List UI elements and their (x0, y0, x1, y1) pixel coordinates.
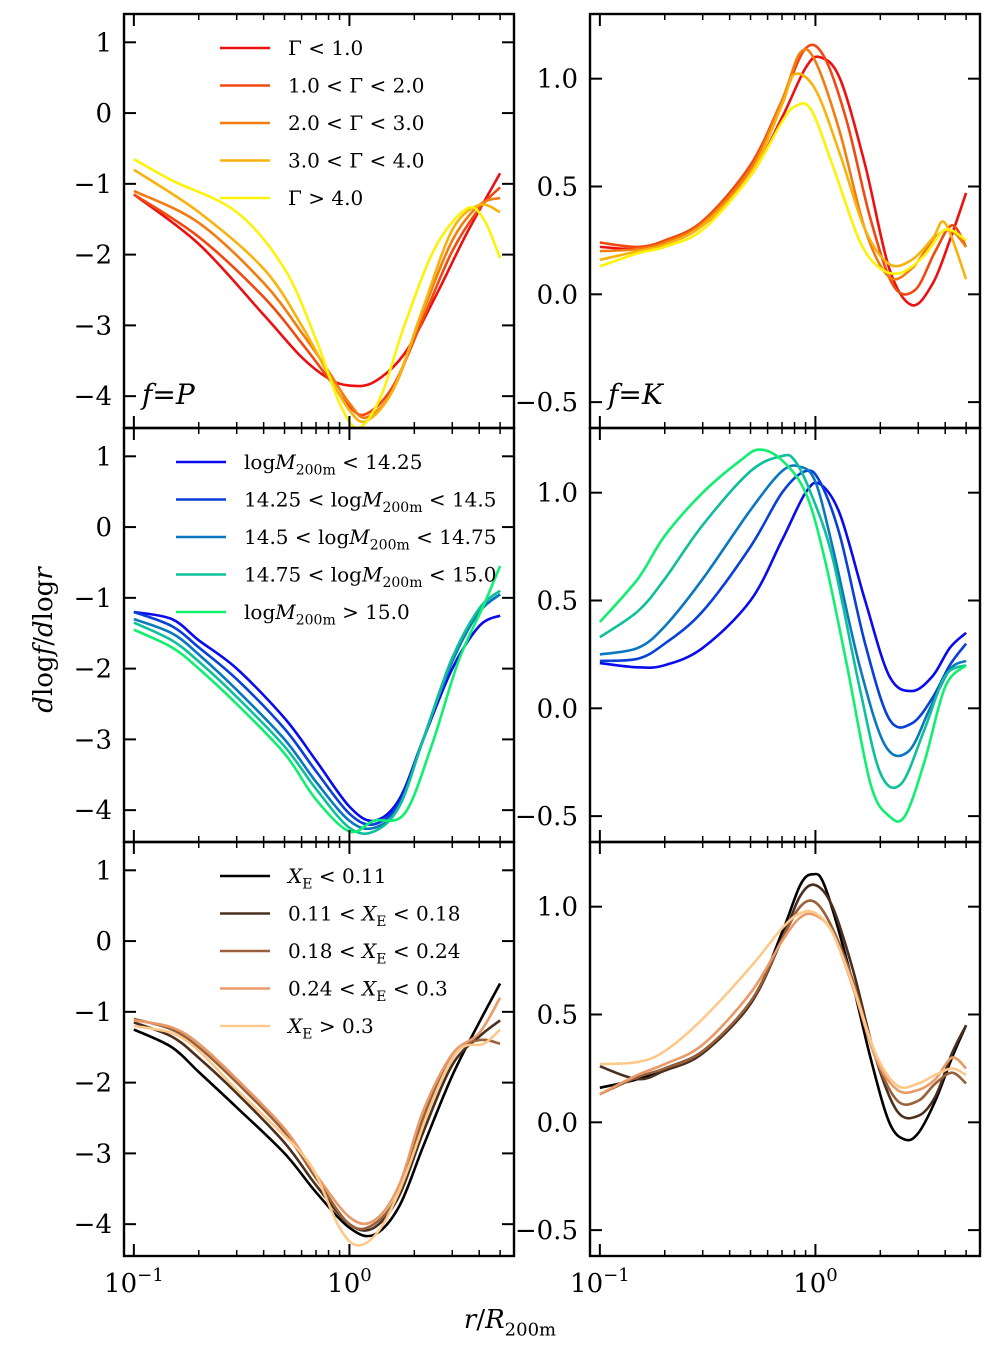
legend-label-2: 0.18 < XE < 0.24 (288, 939, 461, 968)
panel-p_gamma: 1 0 −1 −2 −3 −4 f=P Γ < 1.0 1.0 < Γ < 2.0 2.0 < Γ… (74, 12, 516, 430)
panel-frame (588, 840, 982, 1258)
y-tick-label: 0 (95, 927, 112, 957)
y-tick-label: 1.0 (537, 479, 578, 509)
series-line-0 (133, 172, 502, 388)
y-tick-label: −2 (74, 655, 112, 685)
legend-label-4: logM200m > 15.0 (244, 600, 410, 629)
series-line-3 (599, 912, 968, 1096)
y-tick-label: −3 (74, 1139, 112, 1169)
legend-label-2: 2.0 < Γ < 3.0 (288, 111, 424, 135)
series-line-2 (599, 899, 967, 1106)
y-tick-label: −3 (74, 725, 112, 755)
y-tick-label: 0.0 (537, 280, 578, 310)
series-line-2 (133, 593, 501, 831)
series-line-2 (599, 47, 968, 281)
y-tick-label: 0.5 (537, 173, 578, 203)
x-axis-title: r/R200m (464, 1305, 556, 1340)
legend-label-4: XE > 0.3 (286, 1014, 374, 1043)
x-tick-label: 10−1 (570, 1265, 630, 1299)
series-line-0 (599, 872, 968, 1142)
y-tick-label: 1 (95, 442, 112, 472)
y-tick-label: −2 (74, 241, 112, 271)
legend-label-3: 0.24 < XE < 0.3 (288, 977, 448, 1006)
series-line-4 (133, 1024, 501, 1247)
y-tick-label: 1 (95, 856, 112, 886)
series-line-1 (599, 469, 968, 729)
y-tick-label: −4 (74, 382, 112, 412)
series-line-0 (599, 481, 967, 693)
y-tick-label: −1 (74, 170, 112, 200)
y-tick-label: 0.5 (537, 1001, 578, 1031)
series-line-2 (599, 464, 967, 758)
y-tick-label: 1.0 (537, 65, 578, 95)
y-tick-label: 0 (95, 513, 112, 543)
series-group (133, 982, 502, 1247)
series-line-1 (599, 43, 968, 296)
y-tick-label: 0.5 (537, 587, 578, 617)
legend: logM200m < 14.25 14.25 < logM200m < 14.5 1… (176, 450, 496, 629)
series-line-3 (599, 453, 967, 790)
series-line-1 (133, 1019, 501, 1232)
legend-label-0: XE < 0.11 (286, 864, 387, 893)
legend-label-3: 3.0 < Γ < 4.0 (288, 149, 424, 173)
legend-label-4: Γ > 4.0 (288, 186, 363, 210)
panel-annotation: f=K (606, 378, 665, 411)
panels-group: 10−1−2−3−4 f=PΓ < 1.01.0 < Γ < 2.02.0 < Γ… (74, 12, 982, 1299)
y-tick-label: −3 (74, 311, 112, 341)
series-line-4 (598, 448, 968, 823)
legend-label-1: 1.0 < Γ < 2.0 (288, 74, 424, 98)
y-tick-label: −0.5 (515, 1216, 578, 1246)
y-tick-label: −0.5 (515, 802, 578, 832)
series-line-4 (599, 102, 967, 276)
y-tick-label: −2 (74, 1069, 112, 1099)
x-tick-label: 10−1 (104, 1265, 164, 1299)
panel-frame (588, 12, 982, 430)
series-line-0 (133, 610, 501, 823)
y-tick-label: −1 (74, 584, 112, 614)
series-line-3 (133, 997, 502, 1226)
series-line-4 (133, 157, 502, 428)
series-group (599, 43, 968, 307)
panel-k_gamma: 1.0 0.5 0.0 −0.5 f=K (515, 12, 982, 430)
series-group (598, 448, 968, 823)
series-line-2 (133, 189, 501, 420)
legend-label-3: 14.75 < logM200m < 15.0 (244, 563, 496, 592)
panel-frame (122, 840, 516, 1258)
legend-label-0: logM200m < 14.25 (244, 450, 422, 479)
y-axis-title: dlogf/dlogr (29, 566, 59, 713)
legend-label-1: 0.11 < XE < 0.18 (288, 902, 461, 931)
y-tick-label: 0.0 (537, 694, 578, 724)
x-tick-label: 100 (793, 1265, 838, 1299)
y-tick-label: −1 (74, 998, 112, 1028)
series-line-3 (133, 589, 501, 835)
series-line-3 (599, 72, 968, 280)
legend-label-0: Γ < 1.0 (288, 36, 363, 60)
y-tick-label: 1 (95, 28, 112, 58)
y-tick-label: 1.0 (537, 893, 578, 923)
series-group (133, 565, 502, 835)
panel-p_mass: 1 0 −1 −2 −3 −4 logM200m < 14.25 14.25 < logM20… (74, 426, 516, 844)
y-tick-label: −0.5 (515, 388, 578, 418)
y-tick-label: 0.0 (537, 1108, 578, 1138)
legend: Γ < 1.0 1.0 < Γ < 2.0 2.0 < Γ < 3.0 3.0 < Γ… (220, 36, 424, 210)
legend-label-1: 14.25 < logM200m < 14.5 (244, 488, 496, 517)
panel-k_mass: 1.0 0.5 0.0 −0.5 (515, 426, 982, 844)
series-line-0 (133, 982, 502, 1238)
y-tick-label: −4 (74, 796, 112, 826)
y-tick-label: −4 (74, 1210, 112, 1240)
series-line-4 (599, 909, 967, 1089)
panel-annotation: f=P (140, 378, 196, 411)
series-line-3 (133, 168, 501, 424)
panel-k_xe: 10−1 100 1.0 0.5 0.0 −0.5 (515, 840, 982, 1299)
legend: XE < 0.11 0.11 < XE < 0.18 0.18 < XE < 0.2… (220, 864, 461, 1043)
x-tick-label: 100 (327, 1265, 372, 1299)
series-group (599, 872, 968, 1142)
series-line-1 (599, 883, 968, 1120)
series-group (133, 157, 502, 428)
y-tick-label: 0 (95, 99, 112, 129)
legend-label-2: 14.5 < logM200m < 14.75 (244, 525, 496, 554)
